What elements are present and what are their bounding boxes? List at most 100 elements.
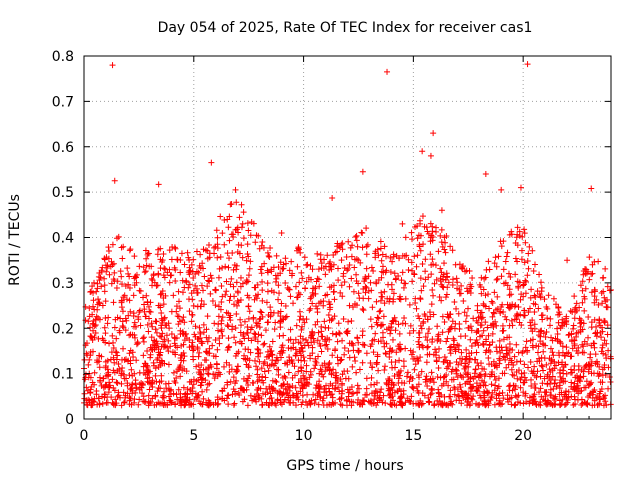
data-point [148, 320, 155, 327]
data-point [230, 233, 237, 240]
data-point [245, 303, 252, 310]
data-point [344, 328, 351, 335]
y-tick-label: 0.7 [52, 94, 74, 110]
data-point [255, 320, 262, 327]
data-point [525, 265, 532, 272]
data-point [285, 286, 292, 293]
data-point [479, 332, 486, 339]
data-point [503, 253, 510, 260]
data-point [126, 247, 133, 254]
data-point [234, 368, 241, 375]
data-point [269, 357, 276, 364]
data-point [389, 318, 396, 325]
data-point [259, 238, 266, 245]
data-point [556, 397, 563, 404]
data-point [552, 396, 559, 403]
data-point [171, 334, 178, 341]
data-point [165, 337, 172, 344]
data-point [422, 268, 429, 275]
data-point [301, 375, 308, 382]
data-point [467, 290, 474, 297]
data-point [395, 343, 402, 350]
data-point [338, 282, 345, 289]
data-point [595, 373, 602, 380]
data-point [259, 297, 266, 304]
data-point [193, 363, 200, 370]
data-point [514, 278, 521, 285]
data-point [508, 366, 515, 373]
data-point [600, 393, 607, 400]
data-point [102, 298, 109, 305]
data-point [585, 314, 592, 321]
data-point [395, 379, 402, 386]
data-point [149, 277, 156, 284]
data-point [172, 335, 179, 342]
data-point [226, 255, 233, 262]
data-point [93, 288, 100, 295]
data-point [520, 389, 527, 396]
data-point [237, 322, 244, 329]
data-point [329, 391, 336, 398]
data-point [527, 322, 534, 329]
data-point [206, 345, 213, 352]
data-point [438, 269, 445, 276]
data-point [315, 266, 322, 273]
data-point [116, 327, 123, 334]
data-point [411, 366, 418, 373]
data-point [137, 322, 144, 329]
points-layer [81, 61, 614, 409]
data-point [109, 399, 116, 406]
data-point [389, 336, 396, 343]
data-point [377, 238, 384, 245]
data-point [513, 316, 520, 323]
data-point [179, 277, 186, 284]
data-point [393, 349, 400, 356]
data-point [164, 401, 171, 408]
data-point [145, 250, 152, 257]
data-point [162, 266, 169, 273]
data-point [524, 258, 531, 265]
data-point [563, 313, 570, 320]
data-point [180, 350, 187, 357]
data-point [437, 275, 444, 282]
data-point [527, 294, 534, 301]
data-point [387, 330, 394, 337]
data-point [415, 381, 422, 388]
data-point [90, 303, 97, 310]
data-point [252, 335, 259, 342]
data-point [498, 273, 505, 280]
data-point [481, 401, 488, 408]
data-point [365, 295, 372, 302]
data-point [438, 297, 445, 304]
data-point [538, 393, 545, 400]
data-point [253, 363, 260, 370]
data-point [378, 322, 385, 329]
data-point [345, 389, 352, 396]
data-point [506, 305, 513, 312]
data-point [374, 314, 381, 321]
data-point [480, 382, 487, 389]
data-point [504, 334, 511, 341]
data-point [513, 369, 520, 376]
data-point [269, 351, 276, 358]
data-point [126, 284, 133, 291]
data-point [451, 299, 458, 306]
data-point [286, 267, 293, 274]
data-point [434, 397, 441, 404]
data-point [253, 398, 260, 405]
data-point [396, 330, 403, 337]
data-point [447, 243, 454, 250]
data-point [247, 392, 254, 399]
data-point [224, 216, 231, 223]
data-point [233, 302, 240, 309]
data-point [566, 331, 573, 338]
data-point [441, 400, 448, 407]
data-point [100, 337, 107, 344]
data-point [284, 284, 291, 291]
data-point [414, 235, 421, 242]
data-point [251, 296, 258, 303]
data-point [95, 395, 102, 402]
data-point [520, 312, 527, 319]
data-point [426, 351, 433, 358]
